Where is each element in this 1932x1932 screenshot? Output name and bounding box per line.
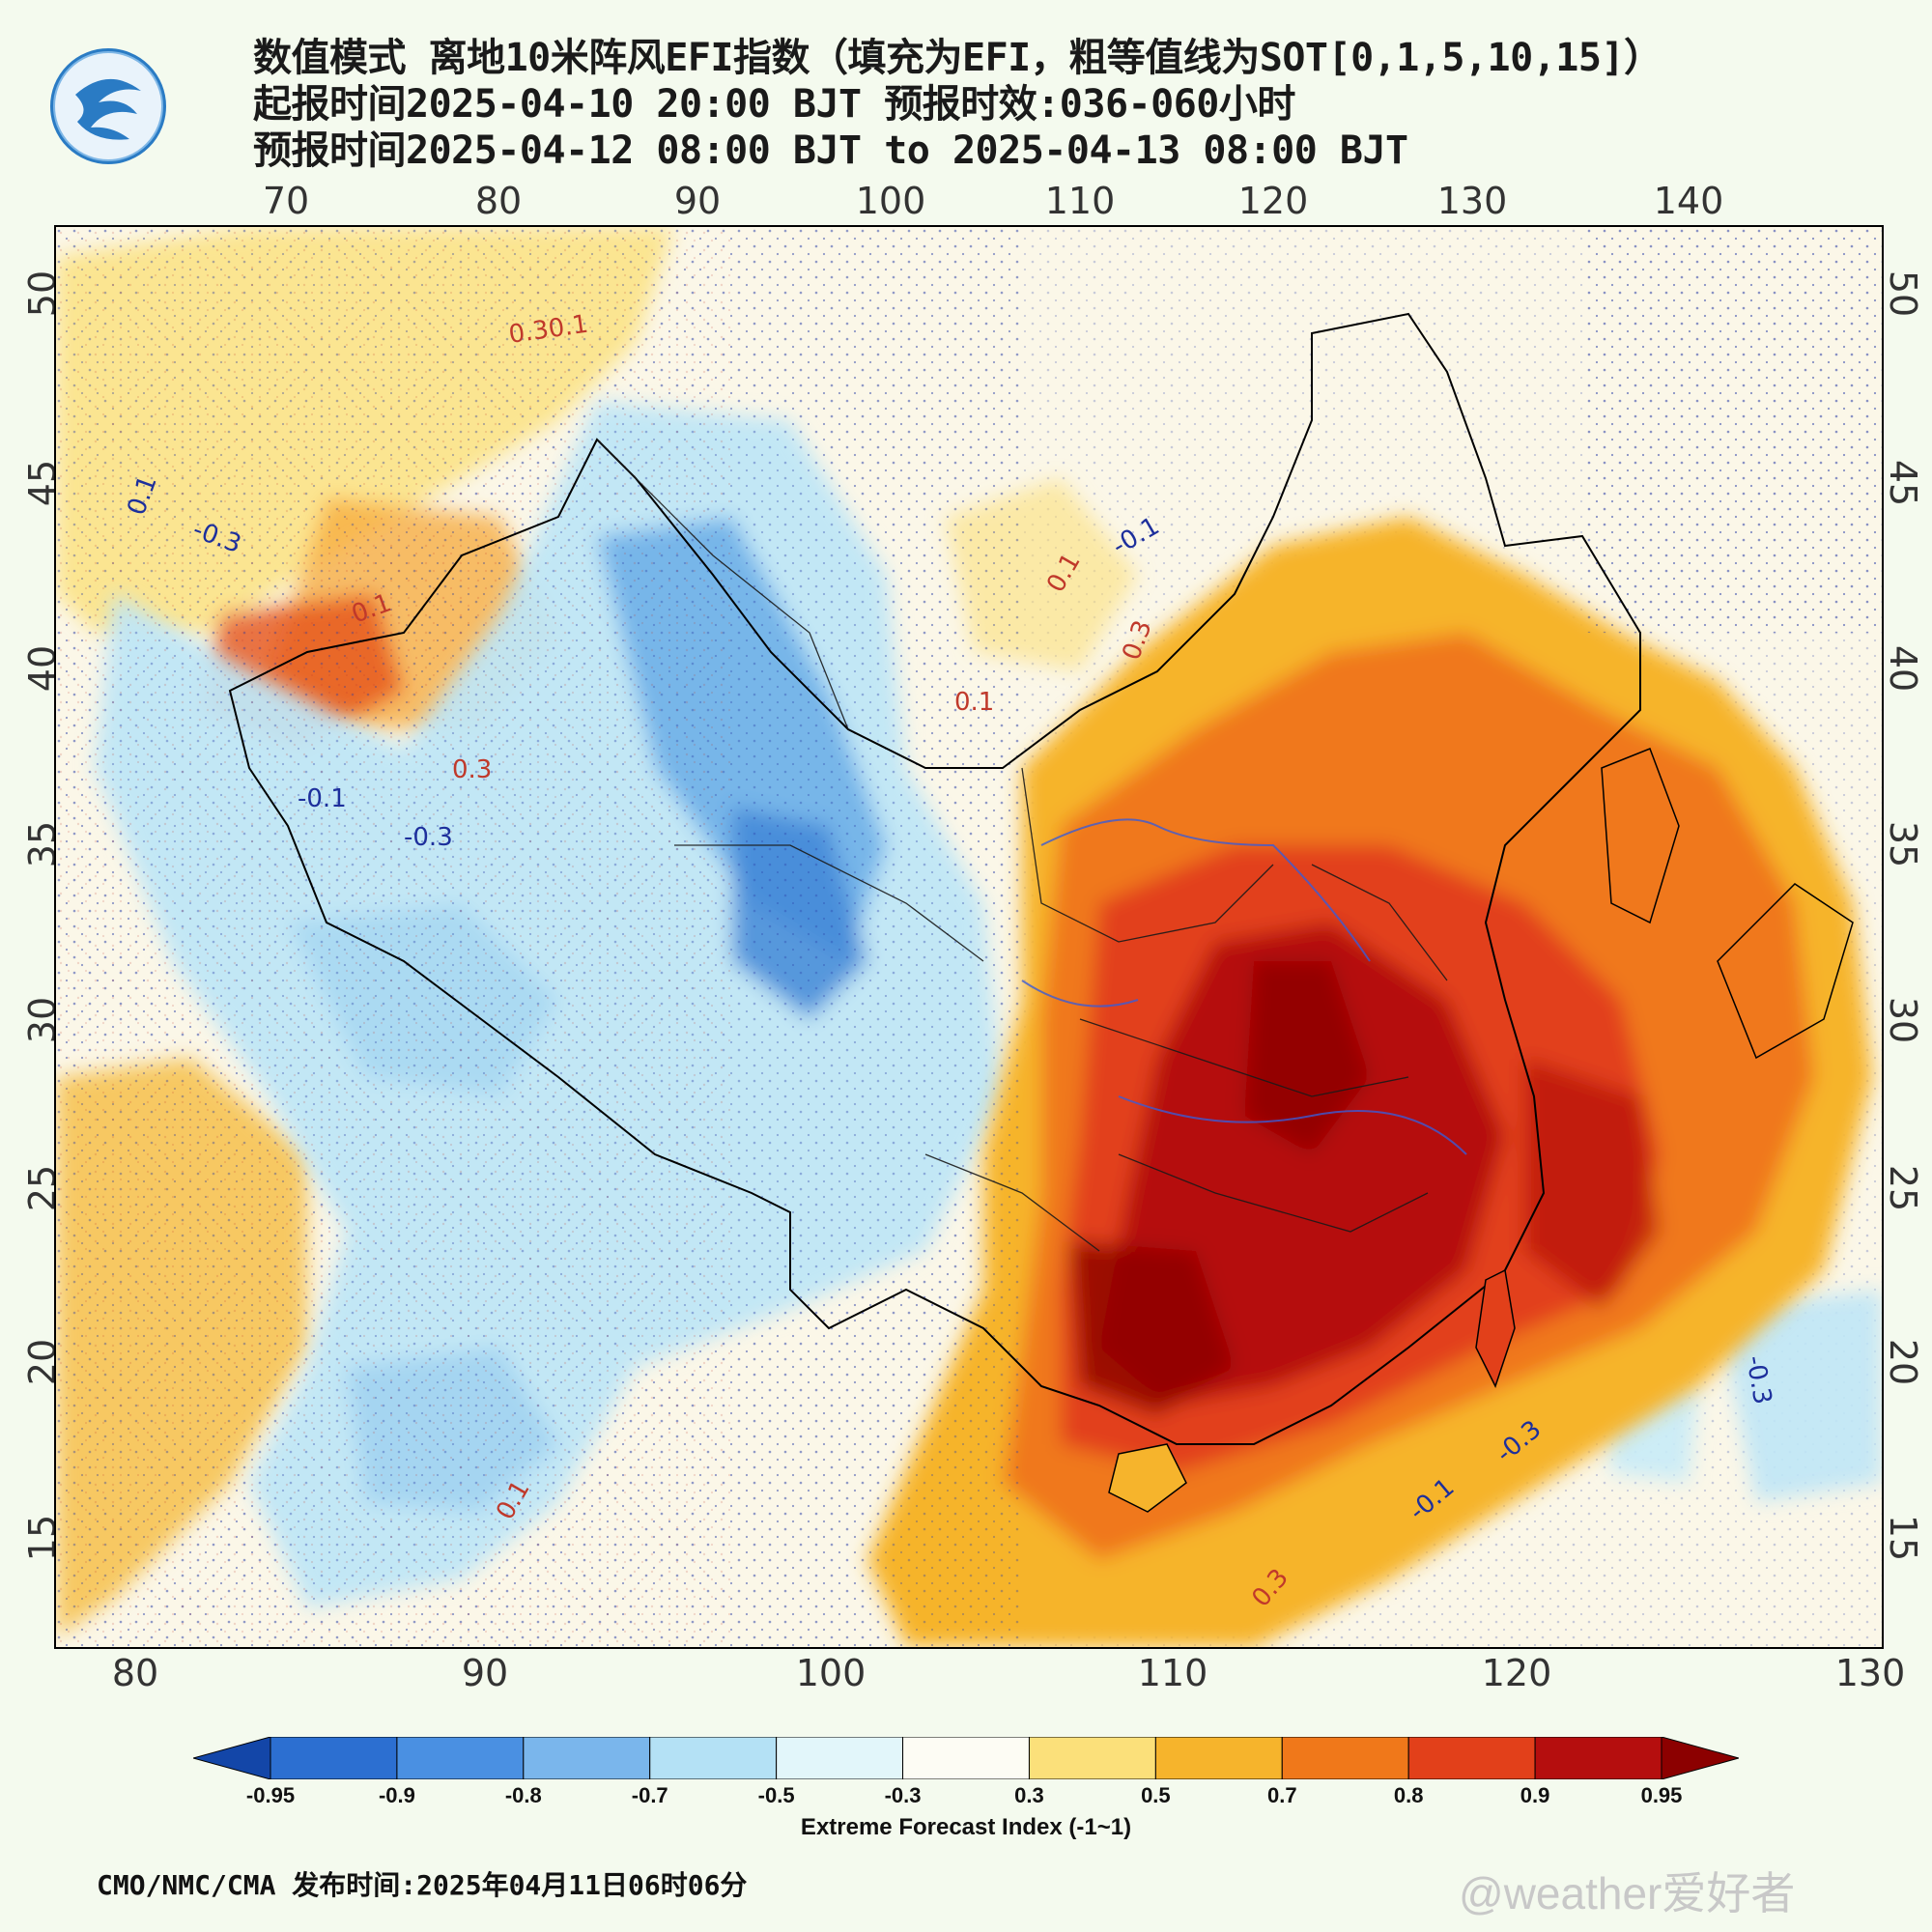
rivers bbox=[1021, 818, 1467, 1155]
lat-right-label: 25 bbox=[1882, 1164, 1924, 1212]
colorbar-bin bbox=[523, 1737, 651, 1779]
title-line-3: 预报时间2025-04-12 08:00 BJT to 2025-04-13 0… bbox=[253, 128, 1408, 173]
lat-right-label: 30 bbox=[1882, 996, 1924, 1044]
province-lines bbox=[596, 439, 1448, 1252]
efi-colorbar bbox=[193, 1737, 1739, 1779]
contour-label: 0.3 bbox=[452, 755, 492, 784]
lon-top-label: 70 bbox=[262, 180, 310, 222]
colorbar-tick-label: 0.8 bbox=[1393, 1783, 1424, 1807]
efi-field: 0.30.1 0.1 -0.3 0.1 0.3 0.1 -0.1 0.1 0.3… bbox=[56, 227, 1882, 1647]
colorbar-title: Extreme Forecast Index (-1~1) bbox=[800, 1814, 1132, 1840]
lon-top-label: 120 bbox=[1237, 180, 1309, 222]
lon-bottom-label: 110 bbox=[1137, 1652, 1208, 1694]
china-border bbox=[228, 312, 1641, 1445]
cma-logo bbox=[50, 48, 166, 164]
lon-top-label: 110 bbox=[1044, 180, 1116, 222]
lon-bottom-label: 100 bbox=[795, 1652, 867, 1694]
colorbar-tick-label: -0.9 bbox=[378, 1783, 415, 1807]
lat-right-label: 40 bbox=[1882, 644, 1924, 693]
colorbar-bin bbox=[396, 1737, 525, 1779]
watermark: @weather爱好者 bbox=[1459, 1868, 1796, 1918]
colorbar-tick-label: 0.3 bbox=[1014, 1783, 1044, 1807]
east-high-efi-area bbox=[867, 517, 1872, 1647]
lat-right-label: 20 bbox=[1882, 1338, 1924, 1386]
colorbar-tick-label: -0.95 bbox=[245, 1783, 296, 1807]
lon-top-label: 130 bbox=[1436, 180, 1508, 222]
lat-right-label: 15 bbox=[1882, 1514, 1924, 1562]
lon-top-label: 100 bbox=[855, 180, 926, 222]
lon-bottom-label: 120 bbox=[1481, 1652, 1552, 1694]
contour-label: -0.3 bbox=[404, 823, 453, 852]
contour-label: -0.1 bbox=[298, 784, 347, 813]
colorbar-bin bbox=[649, 1737, 778, 1779]
title-block: 数值模式 离地10米阵风EFI指数（填充为EFI，粗等值线为SOT[0,1,5,… bbox=[253, 35, 1662, 174]
colorbar-bin bbox=[1028, 1737, 1156, 1779]
colorbar-tick-label: -0.5 bbox=[757, 1783, 795, 1807]
colorbar-bin bbox=[1281, 1737, 1409, 1779]
lon-bottom-label: 90 bbox=[461, 1652, 509, 1694]
colorbar-tick-label: -0.8 bbox=[504, 1783, 542, 1807]
colorbar-extend-low bbox=[193, 1737, 271, 1779]
colorbar-bin bbox=[1407, 1737, 1536, 1779]
title-line-1: 数值模式 离地10米阵风EFI指数（填充为EFI，粗等值线为SOT[0,1,5,… bbox=[253, 36, 1662, 80]
title-line-2: 起报时间2025-04-10 20:00 BJT 预报时效:036-060小时 bbox=[253, 82, 1295, 127]
footer-source: CMO/NMC/CMA 发布时间:2025年04月11日06时06分 bbox=[97, 1869, 748, 1901]
colorbar-tick-label: 0.5 bbox=[1141, 1783, 1171, 1807]
lat-right-label: 45 bbox=[1882, 459, 1924, 507]
lon-top-label: 140 bbox=[1653, 180, 1724, 222]
colorbar-bin bbox=[1154, 1737, 1283, 1779]
lat-right-label: 35 bbox=[1882, 820, 1924, 868]
lon-bottom-label: 80 bbox=[111, 1652, 159, 1694]
colorbar-extend-high bbox=[1661, 1737, 1739, 1779]
colorbar-tick-label: 0.95 bbox=[1640, 1783, 1683, 1807]
colorbar-bin bbox=[1534, 1737, 1662, 1779]
lon-bottom-label: 130 bbox=[1834, 1652, 1906, 1694]
lon-top-label: 80 bbox=[474, 180, 523, 222]
efi-map: 0.30.1 0.1 -0.3 0.1 0.3 0.1 -0.1 0.1 0.3… bbox=[54, 225, 1884, 1649]
lat-right-label: 50 bbox=[1882, 270, 1924, 318]
contour-label: 0.1 bbox=[954, 688, 994, 717]
colorbar-tick-label: -0.3 bbox=[884, 1783, 922, 1807]
colorbar-bin bbox=[902, 1737, 1030, 1779]
lon-top-label: 90 bbox=[673, 180, 722, 222]
colorbar-tick-label: -0.7 bbox=[631, 1783, 668, 1807]
colorbar-bin bbox=[776, 1737, 904, 1779]
colorbar-tick-label: 0.7 bbox=[1266, 1783, 1297, 1807]
colorbar-bin bbox=[270, 1737, 398, 1779]
colorbar-tick-label: 0.9 bbox=[1520, 1783, 1550, 1807]
